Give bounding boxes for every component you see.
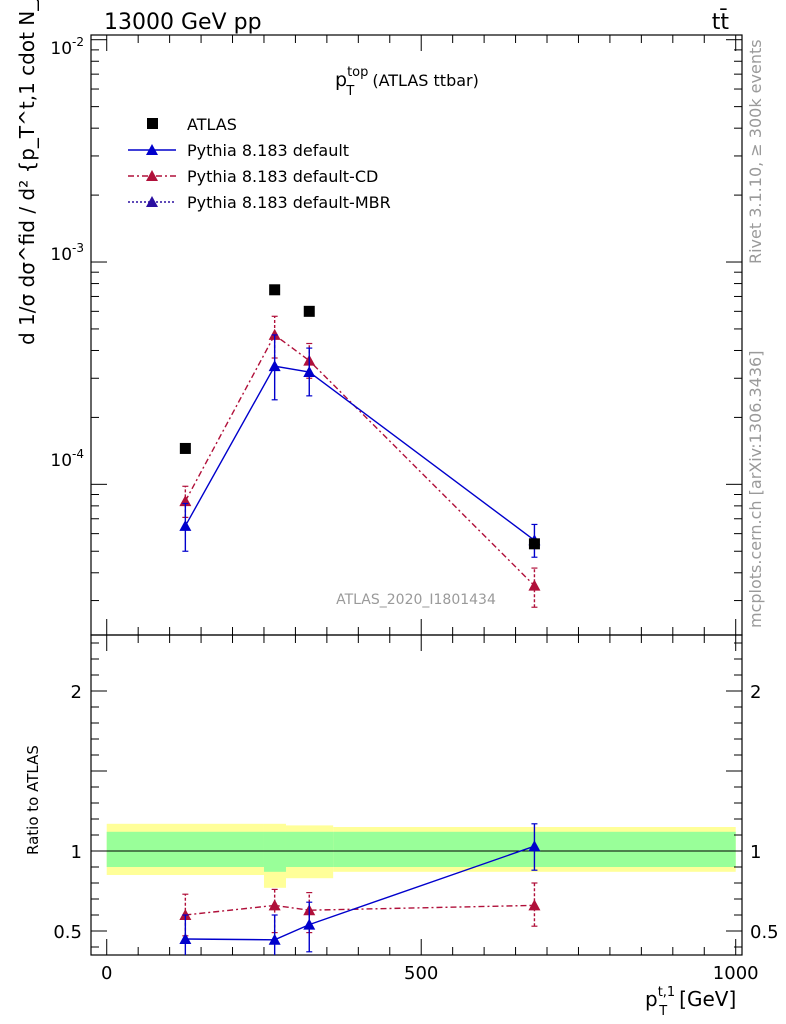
legend-cd-marker	[146, 170, 158, 181]
cd-data-point	[528, 899, 541, 911]
legend-cd-label: Pythia 8.183 default-CD	[187, 167, 378, 186]
x-tick-label-0: 0	[101, 963, 112, 984]
ratio-band-inner	[106, 831, 264, 867]
rivet-label: Rivet 3.1.10, ≥ 300k events	[746, 39, 765, 264]
ratio-band-inner	[263, 831, 286, 872]
ratio-y-tick-label-2: 2	[71, 682, 82, 703]
ratio-y-tick-label-right-2: 2	[750, 682, 761, 703]
cd-series-line	[184, 333, 535, 587]
x-tick-label-1000: 1000	[713, 963, 759, 984]
atlas-data-point	[269, 284, 281, 296]
ratio-y-ticks	[91, 642, 742, 948]
legend-mbr-marker	[146, 196, 158, 207]
legend-mbr-label: Pythia 8.183 default-MBR	[187, 193, 391, 212]
default-data-point	[179, 933, 192, 944]
ratio-y-tick-label-right-0.5: 0.5	[750, 922, 779, 943]
plot-title: ptop T(ATLAS ttbar)	[335, 65, 479, 99]
ratio-x-ticks	[106, 635, 737, 955]
ratio-bands	[106, 823, 736, 888]
cd-series-line	[185, 904, 535, 916]
cd-data-point	[268, 899, 281, 911]
x-axis-label: pt,1 T[GeV]	[645, 985, 736, 1019]
default-series-line	[185, 845, 535, 941]
ratio-y-axis-label: Ratio to ATLAS	[24, 745, 42, 855]
atlas-data-point	[303, 305, 315, 317]
ratio-data-layer	[179, 823, 541, 955]
main-data-layer	[179, 284, 541, 608]
main-x-ticks	[106, 35, 737, 635]
source-label: mcplots.cern.ch [arXiv:1306.3436]	[746, 351, 765, 628]
ratio-frame	[90, 634, 743, 956]
y-tick-label-1e-3: 10-3	[50, 241, 84, 265]
default-data-point	[268, 360, 281, 372]
default-data-point	[303, 918, 316, 930]
legend-atlas-label: ATLAS	[187, 115, 237, 134]
legend-default-marker	[146, 144, 158, 155]
ratio-panel: 0.5 1 2 0.5 1 2 0 500 1000 Ratio to ATLA…	[24, 634, 779, 1019]
legend-atlas-marker	[147, 118, 158, 129]
atlas-data-point	[179, 442, 191, 454]
default-series-line	[184, 365, 535, 541]
main-y-ticks	[91, 39, 742, 602]
atlas-data-point	[528, 538, 540, 550]
main-panel: 10-4 10-3 10-2 ptop T(ATLAS ttbar) d 1/σ …	[15, 0, 743, 636]
ratio-y-tick-label-right-1: 1	[750, 842, 761, 863]
analysis-watermark: ATLAS_2020_I1801434	[336, 592, 496, 608]
default-data-point	[179, 519, 192, 531]
cd-data-point	[528, 579, 541, 591]
ratio-y-tick-label-1: 1	[71, 842, 82, 863]
default-data-point	[528, 840, 541, 852]
legend: ATLAS Pythia 8.183 default Pythia 8.183 …	[128, 115, 391, 212]
energy-label: 13000 GeV pp	[104, 10, 262, 35]
legend-default-label: Pythia 8.183 default	[187, 141, 349, 160]
y-tick-label-1e-2: 10-2	[50, 35, 84, 59]
process-label: tt̄	[712, 9, 730, 35]
main-y-axis-label: d 1/σ dσ^fid / d² {p_T^t,1 cdot N_jets} …	[15, 0, 39, 345]
default-data-point	[268, 933, 281, 945]
ratio-y-tick-label-0.5: 0.5	[53, 922, 82, 943]
x-tick-label-500: 500	[404, 963, 438, 984]
default-data-point	[303, 366, 316, 378]
ratio-band-inner	[285, 831, 334, 867]
y-tick-label-1e-4: 10-4	[50, 447, 84, 471]
